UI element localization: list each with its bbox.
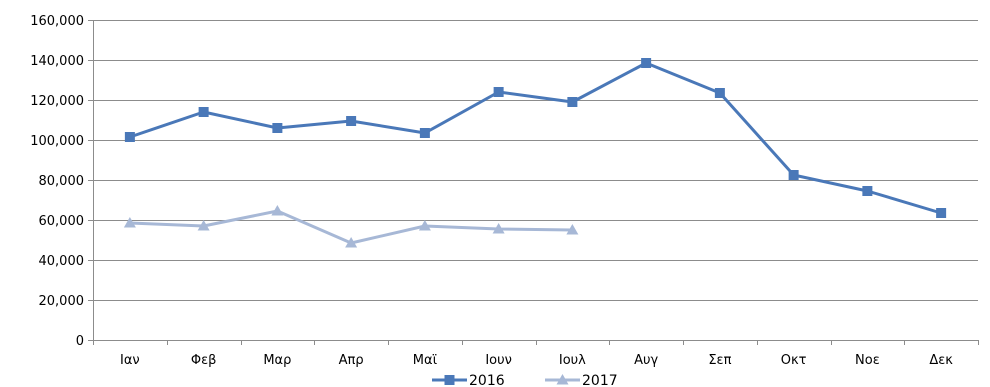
data-point-2016: [124, 132, 135, 142]
series-2017: [123, 205, 579, 248]
data-point-2016: [567, 97, 578, 107]
y-tick-label: 60,000: [39, 214, 85, 229]
data-point-2016: [493, 87, 504, 97]
x-tick-label: Απρ: [339, 353, 364, 368]
legend-item-2016: 2016: [432, 373, 505, 387]
data-point-2016: [198, 107, 209, 117]
data-point-2017: [197, 220, 210, 231]
x-tick-labels: Ιαν Φεβ Μαρ Απρ Μαϊ Ιουν Ιουλ Αυγ Σεπ Οκτ Νοε Δεκ: [120, 353, 953, 368]
series-line-2016: [129, 61, 942, 215]
legend-label: 2017: [582, 373, 618, 387]
y-tick-label: 0: [76, 334, 84, 349]
data-point-2016: [419, 128, 430, 138]
x-tick-label: Ιουλ: [559, 353, 586, 368]
y-tick-label: 40,000: [39, 254, 85, 269]
data-point-2016: [714, 88, 725, 98]
gridlines: [93, 20, 978, 301]
x-tick-label: Ιουν: [485, 353, 512, 368]
legend-label: 2016: [469, 373, 505, 387]
data-point-2016: [272, 123, 283, 133]
data-point-2016: [862, 186, 873, 196]
x-tick-label: Φεβ: [191, 353, 217, 368]
y-tick-label: 20,000: [39, 294, 85, 309]
x-tick-label: Αυγ: [634, 353, 658, 368]
x-tick-label: Ιαν: [120, 353, 140, 368]
series-2016: [124, 58, 947, 218]
data-point-2016: [641, 58, 652, 68]
legend-item-2017: 2017: [545, 373, 618, 387]
x-tick-label: Μαρ: [263, 353, 291, 368]
data-point-2017: [492, 223, 505, 234]
data-point-2017: [271, 205, 284, 216]
legend-marker: [444, 375, 455, 385]
x-tick-label: Νοε: [855, 353, 880, 368]
data-point-2017: [123, 217, 136, 228]
data-point-2017: [566, 224, 579, 235]
legend-marker: [556, 374, 569, 385]
data-point-2017: [345, 237, 358, 248]
data-point-2016: [346, 116, 357, 126]
y-tick-label: 80,000: [39, 174, 85, 189]
x-tick-label: Σεπ: [708, 353, 731, 368]
y-tick-label: 120,000: [30, 94, 84, 109]
legend: 2016 2017: [432, 373, 618, 387]
series-group: [123, 58, 947, 248]
y-tick-label: 100,000: [30, 134, 84, 149]
data-point-2016: [788, 170, 799, 180]
y-tick-labels: 0 20,000 40,000 60,000 80,000 100,000 120,000 1…: [30, 14, 84, 349]
y-tick-label: 140,000: [30, 54, 84, 69]
data-point-2017: [418, 220, 431, 231]
axes: [88, 20, 979, 345]
x-tick-label: Δεκ: [929, 353, 953, 368]
data-point-2016: [936, 208, 947, 218]
x-tick-label: Οκτ: [781, 353, 807, 368]
x-tick-label: Μαϊ: [413, 353, 438, 368]
y-tick-label: 160,000: [30, 14, 84, 29]
